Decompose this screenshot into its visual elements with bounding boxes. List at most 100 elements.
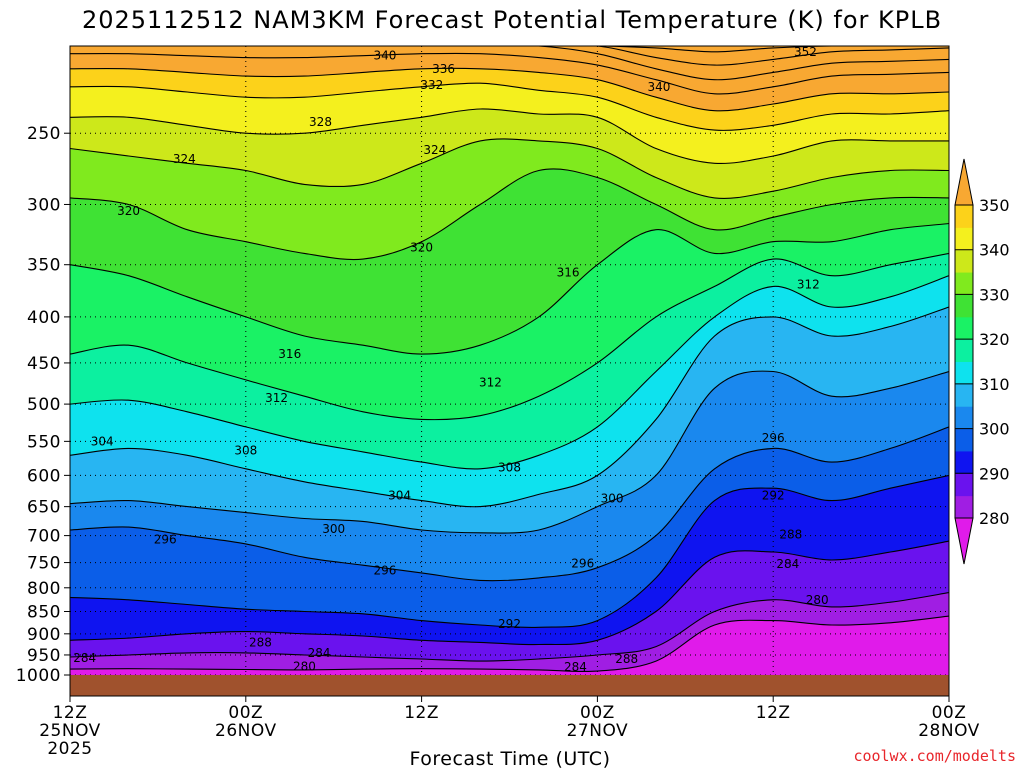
contour-label-312: 312: [479, 375, 502, 389]
credit-text: coolwx.com/modelts: [853, 747, 1016, 765]
contour-label-340: 340: [374, 49, 397, 63]
contour-label-328: 328: [309, 115, 332, 129]
isentrope-340: [70, 52, 949, 95]
isentrope-348: [70, 46, 949, 66]
contour-labels: 340 336 332 352 340 328 324 324 320 320 316 312 316 3…: [73, 46, 829, 674]
colorbar-label-300: 300: [979, 420, 1010, 439]
y-tick-label-650: 650: [27, 498, 61, 518]
x-tick-label-0-1: 25NOV: [39, 721, 101, 741]
colorbar-low-triangle: [954, 517, 974, 565]
contour-label-296: 296: [154, 532, 177, 546]
colorbar: 280 290 300 310 320 330 340 350: [954, 158, 1010, 565]
y-tick-label-250: 250: [27, 124, 61, 144]
contour-label-308: 308: [498, 460, 521, 474]
isentrope-320: [70, 168, 949, 261]
isentrope-304: [70, 306, 949, 508]
isentrope-296: [70, 426, 949, 582]
isentrope-292: [70, 474, 949, 629]
contour-label-292: 292: [762, 489, 785, 503]
chart-title: 2025112512 NAM3KM Forecast Potential Tem…: [82, 6, 942, 34]
x-tick-label-24-0: 12Z: [404, 703, 439, 723]
isentrope-312: [70, 252, 949, 421]
colorbar-label-290: 290: [979, 464, 1010, 483]
colorbar-swatch-9: [955, 316, 973, 340]
colorbar-swatch-5: [955, 406, 973, 430]
y-tick-label-450: 450: [27, 354, 61, 374]
y-tick-label-950: 950: [27, 646, 61, 666]
y-tick-label-500: 500: [27, 395, 61, 415]
colorbar-label-340: 340: [979, 241, 1010, 260]
contour-label-280: 280: [806, 593, 829, 607]
contour-label-340: 340: [647, 80, 670, 94]
colorbar-swatch-11: [955, 272, 973, 295]
colorbar-label-280: 280: [979, 509, 1010, 528]
colorbar-label-320: 320: [979, 330, 1010, 349]
contour-label-300: 300: [601, 492, 624, 506]
plot-frame: [69, 45, 950, 697]
colorbar-swatch-4: [955, 428, 973, 452]
plot-area: 340 336 332 352 340 328 324 324 320 320 316 312 316 3…: [70, 46, 949, 696]
isentrope-308: [70, 275, 949, 470]
y-tick-label-400: 400: [27, 308, 61, 328]
contour-label-288: 288: [779, 527, 802, 541]
isentrope-352: [70, 46, 949, 53]
x-tick-label-0-2: 2025: [47, 739, 92, 759]
y-tick-label-300: 300: [27, 195, 61, 215]
isentrope-lines: [70, 46, 949, 673]
contour-label-332: 332: [420, 78, 443, 92]
colorbar-swatch-2: [955, 473, 973, 497]
isentrope-300: [70, 370, 949, 534]
colorbar-swatch-12: [955, 249, 973, 273]
contour-label-308: 308: [234, 443, 257, 457]
contour-label-284: 284: [308, 646, 331, 660]
x-tick-label-0-0: 12Z: [53, 703, 88, 723]
x-tick-label-48-0: 12Z: [756, 703, 791, 723]
y-tick-label-600: 600: [27, 466, 61, 486]
x-tick-label-12-0: 00Z: [228, 703, 263, 723]
isentrope-284: [70, 592, 949, 662]
x-tick-label-36-1: 27NOV: [567, 721, 629, 741]
y-axis: 250 300 350 400 450 500 550 600 650 700 750 800 850 9…: [16, 124, 70, 686]
contour-label-324: 324: [423, 143, 446, 157]
x-tick-label-12-1: 26NOV: [215, 721, 277, 741]
colorbar-swatch-1: [955, 495, 973, 519]
contour-label-280: 280: [293, 659, 316, 673]
y-tick-label-350: 350: [27, 256, 61, 276]
theta-fill-bands: [70, 46, 949, 696]
terrain-band: [70, 675, 949, 696]
y-tick-label-1000: 1000: [16, 666, 61, 686]
y-tick-label-900: 900: [27, 625, 61, 645]
colorbar-swatch-10: [955, 294, 973, 318]
contour-label-316: 316: [278, 347, 301, 361]
colorbar-swatch-6: [955, 383, 973, 407]
isentrope-280: [70, 615, 949, 673]
isentrope-344: [70, 46, 949, 81]
x-axis-label: Forecast Time (UTC): [410, 748, 611, 768]
y-tick-label-750: 750: [27, 554, 61, 574]
colorbar-swatch-7: [955, 361, 973, 385]
colorbar-swatch-8: [955, 339, 973, 362]
contour-label-320: 320: [410, 241, 433, 255]
isentrope-288: [70, 540, 949, 646]
x-tick-label-60-1: 28NOV: [918, 721, 980, 741]
isentrope-328: [70, 108, 949, 165]
contour-label-284: 284: [776, 557, 799, 571]
contour-label-300: 300: [322, 522, 345, 536]
colorbar-swatch-14: [955, 205, 973, 228]
contour-label-320: 320: [117, 204, 140, 218]
contour-label-288: 288: [615, 652, 638, 666]
x-tick-label-60-0: 00Z: [932, 703, 967, 723]
contour-label-296: 296: [571, 557, 594, 571]
colorbar-high-triangle: [954, 158, 974, 206]
contour-label-284: 284: [73, 651, 96, 665]
contour-label-312: 312: [265, 391, 288, 405]
isentrope-324: [70, 138, 949, 199]
isentrope-332: [70, 82, 949, 131]
colorbar-label-310: 310: [979, 375, 1010, 394]
colorbar-swatch-3: [955, 450, 973, 474]
x-tick-label-36-0: 00Z: [580, 703, 615, 723]
contour-label-336: 336: [432, 62, 455, 76]
contour-label-288: 288: [249, 635, 272, 649]
contour-label-296: 296: [374, 563, 397, 577]
